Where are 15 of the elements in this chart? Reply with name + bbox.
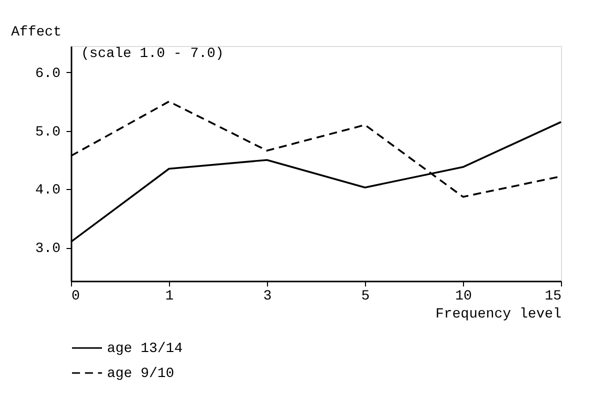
y-tick-label: 6.0 xyxy=(35,66,60,82)
x-tick-label: 0 xyxy=(72,288,80,304)
y-axis-title: Affect xyxy=(11,24,62,40)
y-tick-label: 5.0 xyxy=(35,124,60,140)
x-axis-title: Frequency level xyxy=(435,306,562,322)
y-tick-label: 3.0 xyxy=(35,241,60,258)
x-tick-label: 3 xyxy=(263,288,272,304)
legend-label: age 9/10 xyxy=(107,366,174,382)
legend-label: age 13/14 xyxy=(107,341,183,357)
y-tick-label: 4.0 xyxy=(35,182,60,199)
annotation: (scale 1.0 - 7.0) xyxy=(81,46,224,62)
x-tick-label: 10 xyxy=(455,288,472,304)
x-tick-label: 5 xyxy=(361,288,370,304)
x-tick-label: 15 xyxy=(544,288,562,304)
x-tick-label: 1 xyxy=(165,288,174,304)
